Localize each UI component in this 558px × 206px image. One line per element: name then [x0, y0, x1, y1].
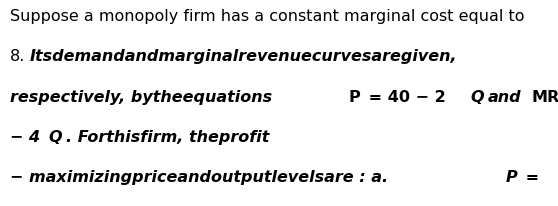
Text: respectively, bytheequations: respectively, bytheequations [10, 90, 272, 105]
Text: Suppose a monopoly firm has a constant marginal cost equal to: Suppose a monopoly firm has a constant m… [10, 9, 525, 24]
Text: Q: Q [470, 90, 484, 105]
Text: P: P [505, 170, 517, 185]
Text: 8.: 8. [10, 49, 26, 64]
Text: = 40 − 2: = 40 − 2 [363, 90, 446, 105]
Text: − 4: − 4 [10, 130, 40, 145]
Text: =: = [521, 170, 540, 185]
Text: − maximizingpriceandoutputlevelsare : a.: − maximizingpriceandoutputlevelsare : a. [10, 170, 394, 185]
Text: Q: Q [49, 130, 62, 145]
Text: Itsdemandandmarginalrevenuecurvesaregiven,: Itsdemandandmarginalrevenuecurvesaregive… [30, 49, 458, 64]
Text: and: and [488, 90, 521, 105]
Text: MR: MR [531, 90, 558, 105]
Text: P: P [348, 90, 360, 105]
Text: . Forthisfirm, theprofit: . Forthisfirm, theprofit [66, 130, 270, 145]
